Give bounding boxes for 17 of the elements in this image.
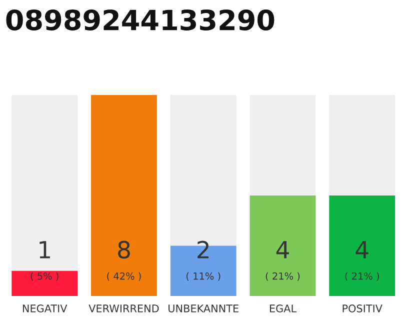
x-tick-label: EGAL	[270, 304, 296, 312]
annotation: ( 11% )	[186, 272, 220, 281]
data-label: 4	[356, 241, 368, 258]
annotation: ( 42% )	[107, 272, 141, 281]
chart-title: 08989244133290	[6, 9, 274, 30]
x-tick-label: POSITIV	[342, 304, 382, 312]
data-label: 8	[118, 240, 130, 259]
data-label: 2	[198, 240, 209, 258]
annotation: ( 21% )	[345, 272, 379, 281]
annotation: ( 5% )	[30, 272, 58, 281]
data-label: 1	[40, 241, 50, 258]
x-tick-label: VERWIRREND	[88, 304, 159, 312]
x-tick-label: NEGATIV	[22, 304, 68, 312]
data-label: 4	[276, 241, 289, 258]
x-tick-label: UNBEKANNTE	[168, 304, 238, 312]
bar	[12, 270, 78, 296]
annotation: ( 21% )	[266, 272, 300, 281]
